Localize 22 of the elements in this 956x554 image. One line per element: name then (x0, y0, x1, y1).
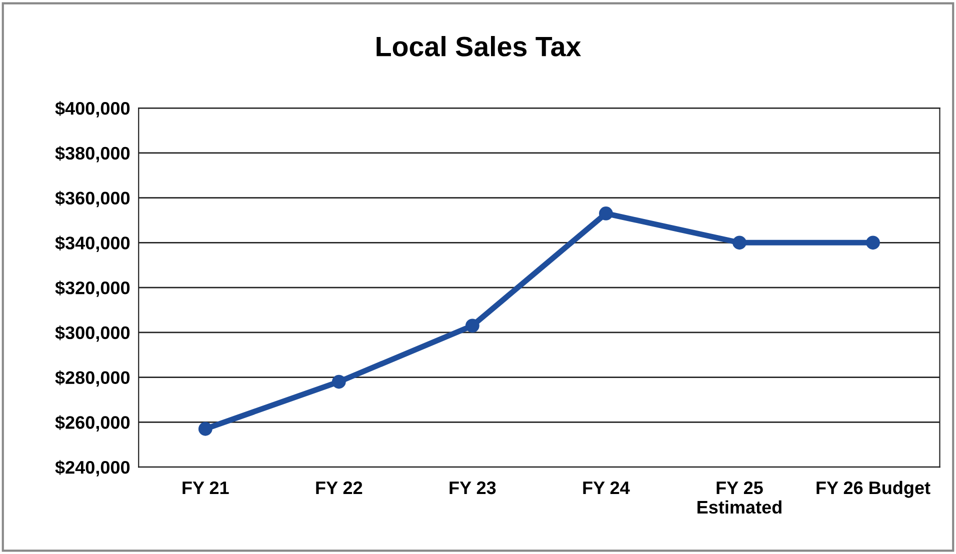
y-tick-label: $360,000 (55, 190, 130, 208)
x-tick-label: FY 24 (583, 481, 630, 494)
point (198, 422, 212, 436)
point (866, 236, 880, 250)
y-tick-label: $340,000 (55, 236, 130, 252)
point (599, 206, 613, 220)
point (465, 318, 480, 333)
point (732, 236, 746, 250)
y-tick-label: $400,000 (55, 101, 130, 118)
x-tick-label: FY 23 (450, 481, 496, 494)
x-tick-label: FY 21 (182, 481, 229, 494)
y-tick-label: $300,000 (55, 326, 130, 342)
y-tick-label: $380,000 (55, 146, 130, 162)
chart-title: Local Sales Tax (376, 36, 582, 56)
y-tick-label: $280,000 (55, 370, 130, 387)
point (332, 374, 346, 389)
y-tick-label: $320,000 (55, 280, 130, 297)
y-tick-label: $260,000 (55, 415, 130, 432)
x-tick-label: FY 25 Estimated (698, 481, 782, 514)
x-tick-label: FY 22 (316, 481, 362, 494)
x-tick-label: FY 26 Budget (816, 480, 930, 498)
y-tick-label: $240,000 (55, 460, 130, 476)
